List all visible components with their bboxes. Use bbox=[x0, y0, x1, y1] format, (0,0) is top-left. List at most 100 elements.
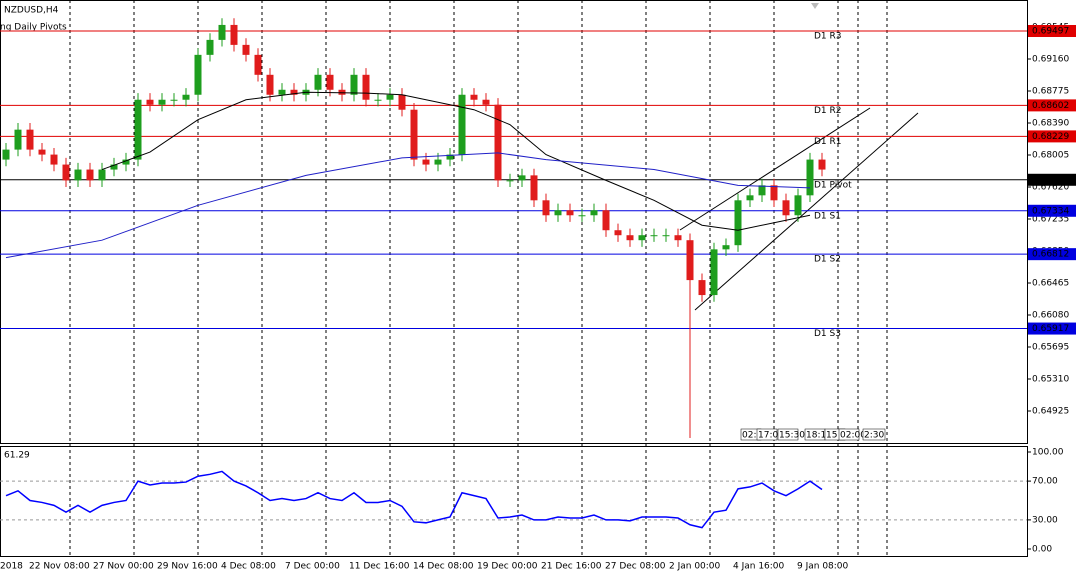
candle-body bbox=[266, 74, 274, 95]
candle-body bbox=[566, 210, 574, 216]
candle-body bbox=[686, 240, 694, 281]
candle-body bbox=[770, 185, 778, 201]
overlay-box bbox=[777, 428, 799, 441]
y-tick-label: 0.68390 bbox=[1032, 119, 1069, 129]
x-tick-label: 21 Dec 16:00 bbox=[541, 562, 602, 572]
candle-body bbox=[86, 169, 94, 181]
overlay-box bbox=[838, 428, 860, 441]
x-tick-label: 9 Jan 08:00 bbox=[797, 562, 849, 572]
pivot-name: D1 R1 bbox=[814, 137, 842, 147]
overlay-label: 15 bbox=[826, 431, 837, 441]
candle-body bbox=[710, 249, 718, 296]
candle-body bbox=[230, 24, 238, 45]
y-tick-label: 0.66465 bbox=[1032, 279, 1069, 289]
pivot-price-box bbox=[1028, 248, 1076, 261]
candle-body bbox=[314, 74, 322, 90]
rsi-frame bbox=[0, 446, 1028, 557]
pivot-price: 0.67334 bbox=[1032, 206, 1069, 216]
candle-body bbox=[362, 74, 370, 100]
candle-body bbox=[350, 74, 358, 95]
candle-body bbox=[614, 230, 622, 236]
overlay-label: 17:0 bbox=[758, 431, 778, 441]
candle-body bbox=[806, 159, 814, 196]
x-tick-label: 19 Dec 00:00 bbox=[477, 562, 538, 572]
candle-body bbox=[818, 159, 826, 170]
candle-body bbox=[158, 99, 166, 105]
x-tick-label: 11 Dec 16:00 bbox=[349, 562, 410, 572]
overlay-label: 02:00 bbox=[840, 431, 866, 441]
candle-body bbox=[50, 154, 58, 165]
overlay-box bbox=[756, 428, 778, 441]
candle-body bbox=[290, 89, 298, 95]
candle-body bbox=[218, 24, 226, 40]
overlay-label: 02: bbox=[742, 431, 756, 441]
rsi-tick-label: 70.00 bbox=[1032, 477, 1058, 487]
candle-body bbox=[662, 235, 670, 237]
candle-body bbox=[122, 159, 130, 165]
candle-body bbox=[482, 99, 490, 105]
candle-body bbox=[62, 164, 70, 181]
x-tick-label: 27 Dec 08:00 bbox=[605, 562, 666, 572]
candle-body bbox=[446, 154, 454, 160]
y-tick-label: 0.66080 bbox=[1032, 311, 1069, 321]
overlay-label: 2:30 bbox=[864, 431, 884, 441]
x-tick-label: 4 Dec 08:00 bbox=[221, 562, 276, 572]
pivot-name: D1 Pivot bbox=[814, 180, 852, 190]
x-tick-label: 29 Nov 16:00 bbox=[157, 562, 218, 572]
candle-body bbox=[386, 94, 394, 100]
candle-body bbox=[98, 169, 106, 181]
x-tick-label: 4 Jan 16:00 bbox=[733, 562, 785, 572]
pivot-name: D1 S2 bbox=[814, 255, 841, 265]
x-tick-label: 2018 bbox=[0, 562, 23, 572]
pivot-price-box bbox=[1028, 204, 1076, 217]
rsi-value: 61.29 bbox=[4, 451, 30, 461]
y-tick-label: 0.68005 bbox=[1032, 151, 1069, 161]
shift-marker bbox=[811, 3, 819, 9]
pivot-price: 0.65917 bbox=[1032, 324, 1069, 334]
candle-body bbox=[146, 99, 154, 105]
pivot-name: D1 R2 bbox=[814, 106, 842, 116]
y-tick-label: 0.65695 bbox=[1032, 343, 1069, 353]
channel-lower bbox=[694, 112, 919, 311]
y-tick-label: 0.67235 bbox=[1032, 215, 1069, 225]
pivot-price: 0.66812 bbox=[1032, 250, 1069, 260]
x-tick-label: 22 Nov 08:00 bbox=[29, 562, 90, 572]
moving-average bbox=[101, 91, 811, 231]
indicator-name: ng Daily Pivots bbox=[0, 23, 67, 33]
candle-body bbox=[470, 94, 478, 100]
candle-body bbox=[278, 89, 286, 95]
candle-body bbox=[14, 129, 22, 150]
candle-body bbox=[206, 39, 214, 55]
rsi-tick-label: 100.00 bbox=[1032, 448, 1064, 458]
chart-title: NZDUSD,H4 bbox=[4, 6, 59, 16]
pivot-price: 0.67707 bbox=[1032, 175, 1069, 185]
candle-body bbox=[722, 245, 730, 250]
candle-body bbox=[74, 169, 82, 181]
candle-body bbox=[326, 74, 334, 90]
candle-body bbox=[458, 94, 466, 155]
pivot-name: D1 S3 bbox=[814, 329, 841, 339]
candle-body bbox=[110, 164, 118, 170]
pivot-price-box bbox=[1028, 130, 1076, 143]
candle-body bbox=[758, 185, 766, 196]
rsi-tick-label: 0.00 bbox=[1032, 545, 1052, 555]
candle-body bbox=[746, 195, 754, 201]
x-tick-label: 7 Dec 00:00 bbox=[285, 562, 340, 572]
pivot-price: 0.68602 bbox=[1032, 101, 1069, 111]
candle-body bbox=[554, 210, 562, 216]
candle-body bbox=[518, 175, 526, 181]
y-tick-label: 0.68775 bbox=[1032, 87, 1069, 97]
x-tick-label: 2 Jan 00:00 bbox=[669, 562, 721, 572]
candle-body bbox=[674, 235, 682, 241]
candle-body bbox=[542, 200, 550, 216]
candle-body bbox=[182, 94, 190, 100]
candle-body bbox=[26, 129, 34, 150]
candle-body bbox=[410, 109, 418, 160]
candle-body bbox=[506, 180, 514, 182]
candle-body bbox=[2, 149, 10, 160]
candle-body bbox=[242, 44, 250, 55]
pivot-price-box bbox=[1028, 99, 1076, 112]
pivot-name: D1 R3 bbox=[814, 32, 842, 42]
rsi-line bbox=[5, 470, 823, 529]
